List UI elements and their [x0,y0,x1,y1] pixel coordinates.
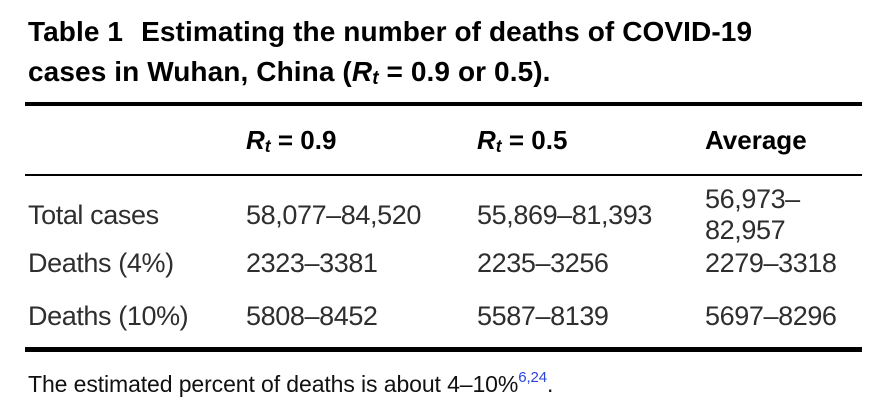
table-row-deaths-10pct: Deaths (10%) 5808–8452 5587–8139 5697–82… [25,290,862,343]
footnote-period: . [547,371,554,397]
rt-variable: R [477,124,496,155]
table-title-text1: Estimating the number of deaths of COVID… [141,16,753,47]
data-table: Rt = 0.9 Rt = 0.5 Average Total cases 58… [25,102,862,352]
value-cell-average: 56,973–82,957 [705,184,800,245]
value-cell-rt09: 58,077–84,520 [246,199,421,230]
rt-variable: R [246,124,265,155]
value-cell-rt09: 2323–3381 [246,248,378,278]
table-title-text3: = 0.9 or 0.5). [378,56,551,87]
table-number-label: Table 1 [28,16,124,47]
value-cell-rt09: 5808–8452 [246,301,378,331]
table-title-text2: cases in Wuhan, China ( [28,56,352,87]
value-cell-average: 5697–8296 [705,301,837,331]
table-title-line2: cases in Wuhan, China (Rt = 0.9 or 0.5). [28,52,862,96]
rt-variable: R [351,56,373,87]
row-label-cell: Deaths (10%) [28,301,189,331]
row-label-cell: Total cases [28,199,159,230]
rt-subscript: t [372,68,379,90]
citation-link[interactable]: 6,24 [518,369,548,387]
header-average-cell: Average [705,124,807,155]
header-rt09-value: = 0.9 [270,124,337,155]
table-body: Total cases 58,077–84,520 55,869–81,393 … [25,176,862,347]
header-rt05-value: = 0.5 [501,124,568,155]
table-footnote: The estimated percent of deaths is about… [25,369,862,399]
table-row-deaths-4pct: Deaths (4%) 2323–3381 2235–3256 2279–331… [25,237,862,290]
header-rt09-cell: Rt = 0.9 [243,125,474,156]
rt-subscript: t [264,135,271,156]
table-row-total-cases: Total cases 58,077–84,520 55,869–81,393 … [25,184,862,245]
rt-subscript: t [495,135,502,156]
footnote-text: The estimated percent of deaths is about… [28,371,519,397]
row-label-cell: Deaths (4%) [28,248,174,278]
header-rt05-cell: Rt = 0.5 [474,125,702,156]
table-title: Table 1 Estimating the number of deaths o… [25,12,862,96]
value-cell-average: 2279–3318 [705,248,837,278]
table-header-row: Rt = 0.9 Rt = 0.5 Average [25,106,862,176]
table-title-line1: Table 1 Estimating the number of deaths o… [28,12,862,52]
value-cell-rt05: 5587–8139 [477,301,609,331]
value-cell-rt05: 55,869–81,393 [477,199,652,230]
value-cell-rt05: 2235–3256 [477,248,609,278]
